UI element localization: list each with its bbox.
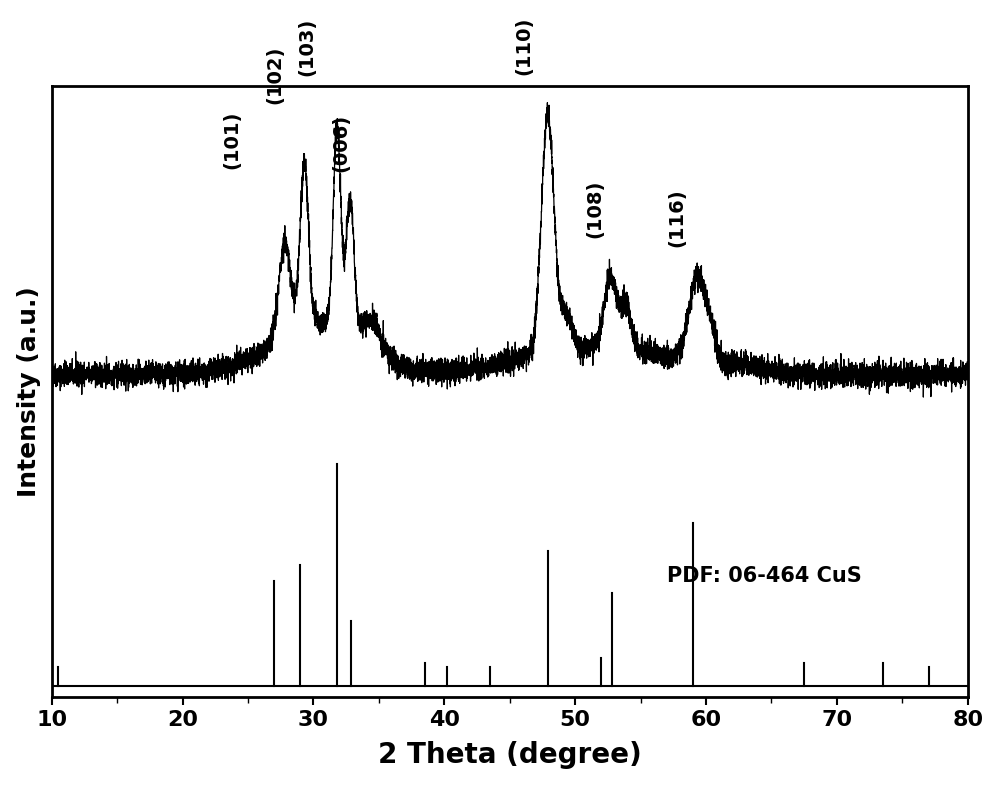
Text: (102): (102) <box>266 46 285 105</box>
X-axis label: 2 Theta (degree): 2 Theta (degree) <box>378 741 642 769</box>
Text: (110): (110) <box>514 17 533 75</box>
Y-axis label: Intensity (a.u.): Intensity (a.u.) <box>17 286 41 497</box>
Text: (006): (006) <box>331 114 350 172</box>
Text: (108): (108) <box>585 179 604 237</box>
Text: PDF: 06-464 CuS: PDF: 06-464 CuS <box>667 566 862 586</box>
Text: (116): (116) <box>667 189 686 247</box>
Text: (101): (101) <box>223 111 242 169</box>
Text: (103): (103) <box>297 17 316 75</box>
